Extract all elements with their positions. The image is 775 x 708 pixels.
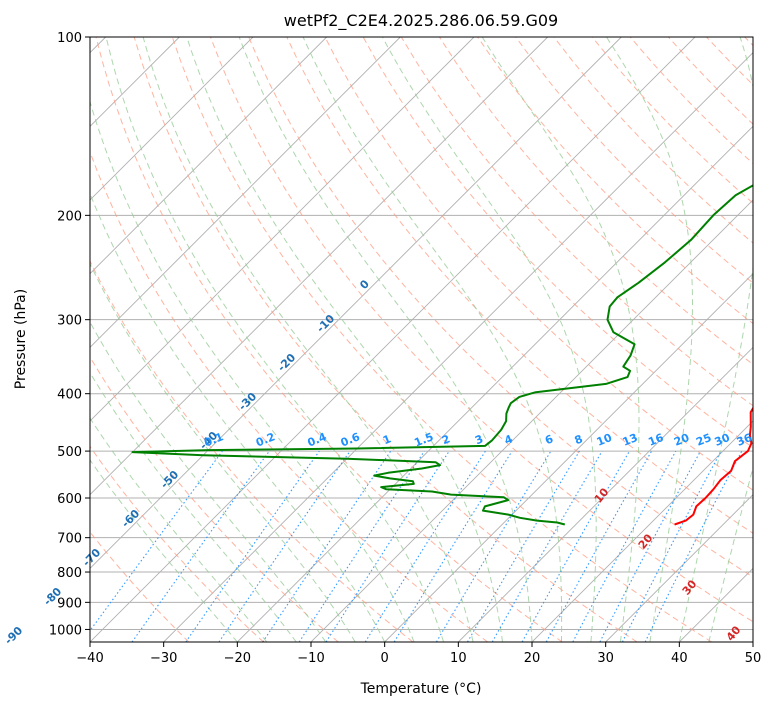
mixing-ratio-label: 25	[694, 431, 713, 449]
moist-adiabat-line	[90, 262, 356, 642]
moist-adiabat-line	[90, 459, 238, 642]
y-tick-label: 800	[57, 566, 82, 581]
mixing-ratio-label: 1	[381, 432, 393, 447]
x-tick-label: 40	[671, 651, 688, 666]
mixing-ratio-line	[572, 450, 677, 642]
isotherm-line	[163, 52, 753, 642]
dry-adiabat-line	[90, 445, 264, 642]
isotherm-line	[458, 346, 753, 642]
x-axis-label: Temperature (°C)	[360, 681, 482, 697]
isotherm-line	[384, 273, 753, 642]
moist-adiabat-line	[708, 465, 753, 642]
isotherm-line	[90, 37, 622, 569]
dry-adiabat-line	[90, 356, 339, 642]
dry-adiabat-line	[286, 37, 753, 534]
moist-adiabat-line	[238, 37, 533, 642]
mixing-ratio-label: 36	[735, 431, 754, 449]
x-tick-label: 0	[381, 651, 389, 666]
y-tick-label: 100	[57, 31, 82, 46]
isotherm-line	[90, 37, 254, 201]
dry-adiabat-line	[324, 37, 753, 491]
mixing-ratio-line	[521, 450, 630, 642]
dry-adiabat-line	[210, 37, 753, 623]
moist-adiabat-line	[678, 37, 753, 642]
data-lines	[131, 184, 753, 526]
isotherm-line	[90, 37, 475, 422]
mixing-ratio-line	[218, 450, 351, 642]
y-tick-label: 400	[57, 388, 82, 403]
x-tick-label: 50	[745, 651, 762, 666]
x-tick-label: −10	[297, 651, 324, 666]
isotherm-line	[90, 37, 548, 496]
isotherm-line	[605, 494, 753, 642]
y-axis-label: Pressure (hPa)	[13, 289, 29, 389]
dry-adiabat-line	[515, 37, 753, 284]
dry-adiabat-line	[171, 37, 712, 642]
mixing-ratio-line	[262, 450, 392, 642]
y-tick-label: 500	[57, 445, 82, 460]
moist-adiabat-line	[142, 37, 474, 642]
mixing-ratio-label: 20	[672, 431, 691, 449]
y-tick-label: 600	[57, 492, 82, 507]
grid-lines	[90, 37, 753, 642]
moist-adiabat-line	[302, 37, 563, 642]
mixing-ratio-line	[644, 450, 743, 642]
dry-adiabat-line	[90, 259, 414, 642]
moist-adiabat-line	[105, 37, 445, 642]
moist-adiabat-line	[186, 37, 503, 642]
y-tick-label: 300	[57, 314, 82, 329]
mixing-ratio-line	[545, 450, 653, 642]
mixing-ratio-label: 8	[573, 432, 585, 447]
moist-adiabat-line	[90, 192, 386, 642]
mixing-ratio-line	[298, 450, 425, 642]
y-tick-label: 700	[57, 532, 82, 547]
isotherm-line	[90, 37, 696, 642]
x-tick-label: −20	[224, 651, 251, 666]
x-tick-label: −40	[76, 651, 103, 666]
isotherm-line	[531, 420, 753, 642]
x-tick-label: 10	[450, 651, 467, 666]
moist-adiabat-line	[90, 321, 327, 642]
isotherm-line	[237, 125, 753, 642]
y-tick-label: 200	[57, 209, 82, 224]
x-tick-label: −30	[150, 651, 177, 666]
mixing-ratio-label: 13	[621, 431, 640, 449]
plot-background	[90, 37, 753, 642]
moist-adiabat-line	[481, 37, 640, 642]
dry-adiabat-line	[248, 37, 753, 578]
mixing-ratio-line	[90, 450, 223, 632]
y-tick-label: 1000	[49, 623, 82, 638]
isotherm-line	[752, 641, 753, 642]
mixing-ratio-label: 2	[440, 432, 452, 447]
mixing-ratio-line	[185, 450, 320, 642]
mixing-ratio-line	[393, 450, 513, 642]
isotherm-line	[90, 37, 327, 275]
moist-adiabat-line	[90, 371, 297, 642]
isotherm-line	[90, 37, 401, 348]
y-tick-label: 900	[57, 596, 82, 611]
moist-adiabat-line	[606, 37, 693, 642]
mixing-ratio-line	[131, 450, 270, 642]
dewpoint-line	[131, 184, 753, 526]
dry-adiabat-line	[95, 37, 563, 642]
chart-title: wetPf2_C2E4.2025.286.06.59.G09	[284, 11, 558, 31]
moist-adiabat-line	[381, 37, 597, 642]
mixing-ratio-label: 10	[595, 431, 614, 449]
mixing-ratio-label: 3	[473, 432, 485, 447]
x-tick-label: 30	[597, 651, 614, 666]
moist-adiabat-line	[90, 417, 268, 642]
axes: −40 −30 −20 −10 0 10 20 30 40 50 100 200 300 400 500 60…	[49, 31, 761, 666]
x-tick-label: 20	[524, 651, 541, 666]
dry-adiabat-line	[133, 37, 638, 642]
moist-adiabat-line	[90, 99, 415, 642]
mixing-ratio-label: 16	[646, 431, 665, 449]
mixing-ratio-line	[325, 450, 450, 642]
mixing-ratio-label: 30	[713, 431, 732, 449]
isotherm-label: -90	[2, 624, 25, 647]
plot-frame	[89, 36, 754, 643]
temperature-line	[674, 406, 753, 526]
